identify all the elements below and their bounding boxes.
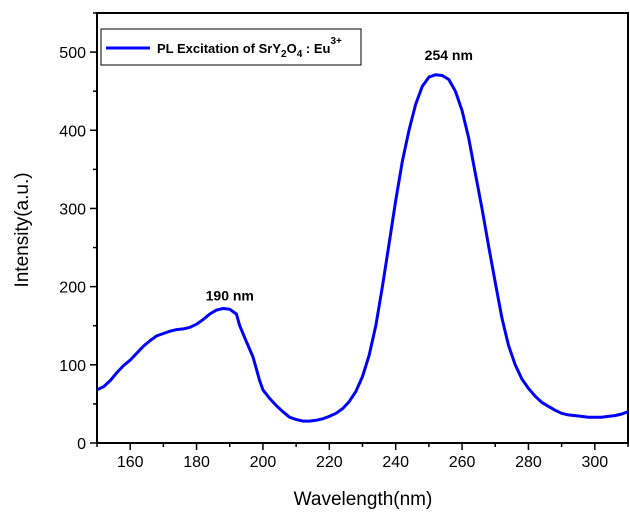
legend-label-tail: : Eu [302,41,330,56]
legend-label-base: PL Excitation of SrY [157,41,281,56]
peak-annotation: 190 nm [206,288,254,304]
x-tick-label: 300 [581,454,608,471]
x-tick-label: 220 [316,454,343,471]
annotations: 190 nm 254 nm [206,47,473,304]
series-line [96,73,629,423]
legend-label-mid: O [287,41,297,56]
y-tick-label: 200 [59,280,86,297]
series-layer [96,73,629,423]
y-tick-label: 400 [59,123,86,140]
legend-label-sub1: 2 [281,49,287,60]
y-axis-title: Intensity(a.u.) [12,172,33,287]
x-tick-label: 260 [449,454,476,471]
y-axis: 0 100 200 300 400 500 [59,12,97,453]
x-axis: 160 180 200 220 240 260 280 300 [96,443,629,471]
legend-label-sub2: 4 [297,49,303,60]
legend: PL Excitation of SrY2O4 : Eu3+ [100,28,362,66]
x-tick-label: 160 [117,454,144,471]
x-axis-title: Wavelength(nm) [294,489,433,510]
legend-label-sup: 3+ [330,36,342,47]
x-tick-label: 280 [515,454,542,471]
y-tick-label: 0 [77,436,86,453]
legend-label: PL Excitation of SrY2O4 : Eu3+ [157,36,342,60]
y-tick-label: 300 [59,201,86,218]
x-tick-label: 240 [382,454,409,471]
x-tick-label: 200 [250,454,277,471]
x-tick-label: 180 [183,454,210,471]
y-tick-label: 500 [59,45,86,62]
peak-annotation: 254 nm [425,47,473,63]
y-tick-label: 100 [59,358,86,375]
